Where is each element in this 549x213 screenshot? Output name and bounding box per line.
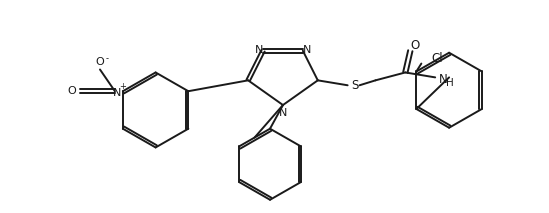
Text: Cl: Cl [432,52,443,65]
Text: S: S [351,79,358,92]
Text: O: O [68,86,76,96]
Text: N: N [302,45,311,55]
Text: O: O [96,57,104,67]
Text: N: N [255,45,264,55]
Text: N: N [113,88,121,98]
Text: -: - [105,55,109,63]
Text: N: N [439,73,447,86]
Text: N: N [279,108,287,118]
Text: O: O [411,39,420,52]
Text: H: H [446,78,454,88]
Text: +: + [120,82,126,91]
